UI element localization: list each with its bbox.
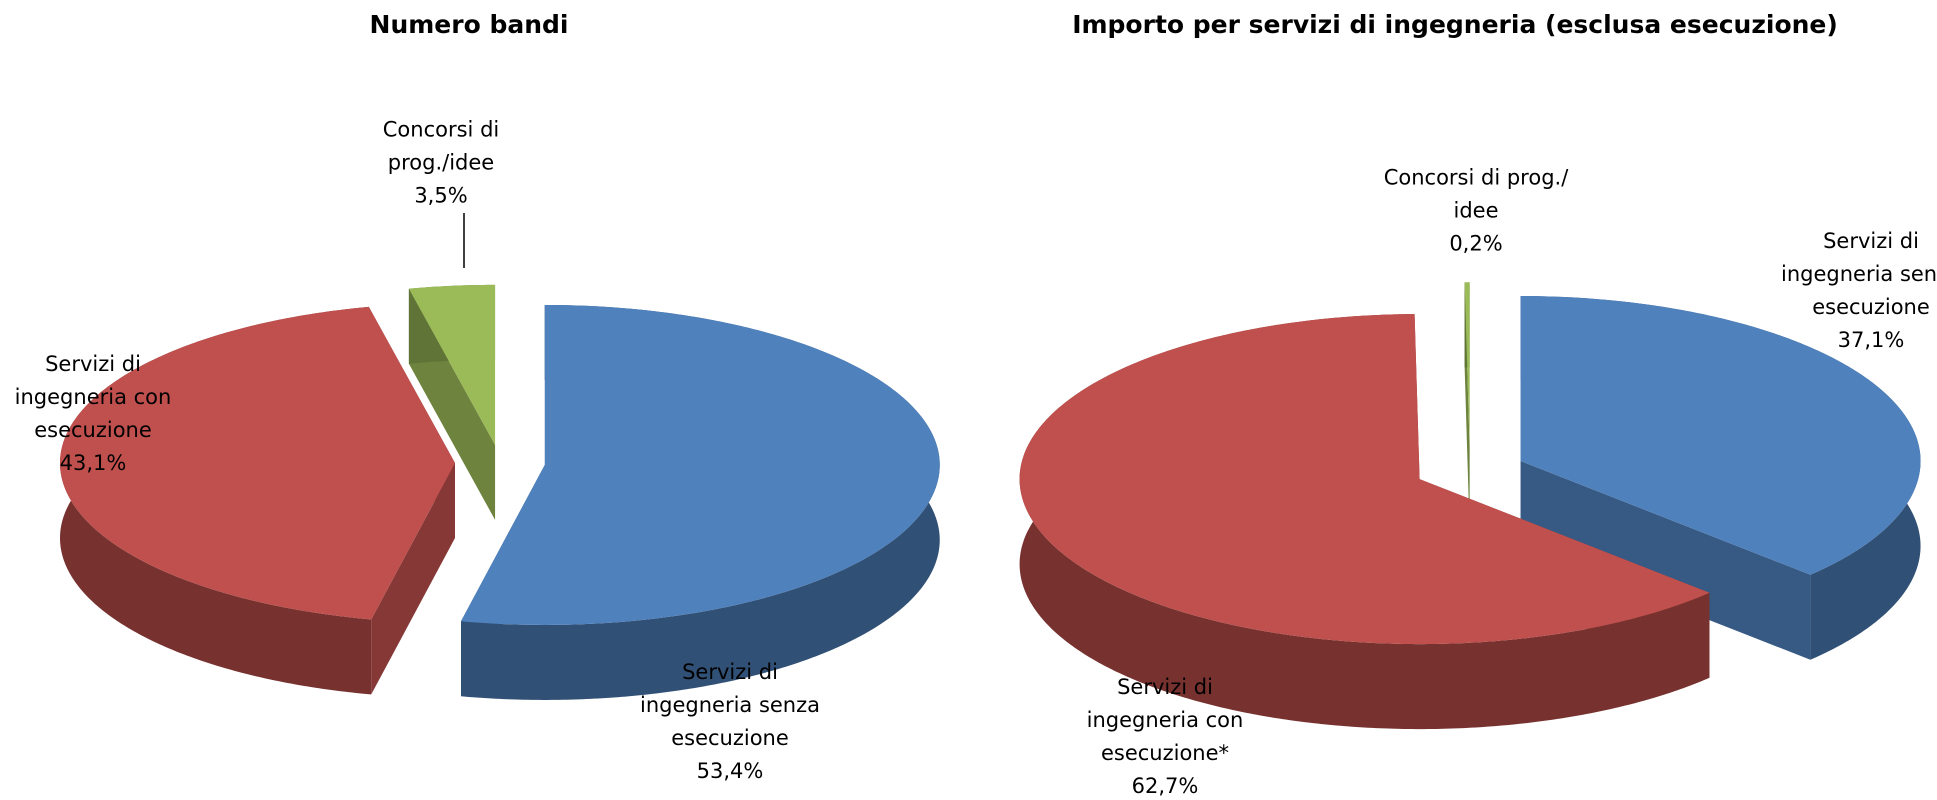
- label-value: 53,4%: [696, 759, 764, 783]
- pie-slice: [60, 306, 456, 620]
- data-label: Servizi di ingegneria con esecuzione* 62,…: [1070, 671, 1260, 800]
- slice-face: [371, 463, 456, 695]
- slice-face: [1520, 461, 1811, 660]
- label-category: Concorsi di prog./ idee: [1383, 165, 1569, 223]
- pie-slice: [1520, 296, 1921, 575]
- label-value: 62,7%: [1131, 774, 1199, 798]
- data-label: Servizi di ingegneria con esecuzione 43,1…: [0, 348, 188, 480]
- pie-slice: [461, 304, 940, 625]
- label-value: 37,1%: [1837, 328, 1905, 352]
- chart-title: Numero bandi: [369, 10, 569, 39]
- label-value: 3,5%: [414, 183, 468, 208]
- label-value: 0,2%: [1449, 231, 1503, 256]
- chart-title: Importo per servizi di ingegneria (esclu…: [1072, 10, 1838, 39]
- data-label: Concorsi di prog./ idee 0,2%: [1381, 162, 1571, 261]
- label-category: Concorsi di prog./idee: [382, 117, 500, 175]
- pie-slice: [1019, 314, 1710, 645]
- pie-slice: [1464, 282, 1470, 448]
- data-label: Servizi di ingegneria senza esecuzione 53…: [635, 656, 825, 788]
- label-category: Servizi di ingegneria con esecuzione: [14, 352, 172, 442]
- label-value: 43,1%: [59, 451, 127, 475]
- pie-slice: [408, 284, 496, 445]
- data-label: Servizi di ingegneria senza esecuzione 37…: [1776, 225, 1937, 357]
- label-category: Servizi di ingegneria con esecuzione*: [1086, 675, 1244, 765]
- data-label: Concorsi di prog./idee 3,5%: [346, 114, 536, 213]
- label-category: Servizi di ingegneria senza esecuzione: [1780, 229, 1937, 319]
- label-category: Servizi di ingegneria senza esecuzione: [639, 660, 821, 750]
